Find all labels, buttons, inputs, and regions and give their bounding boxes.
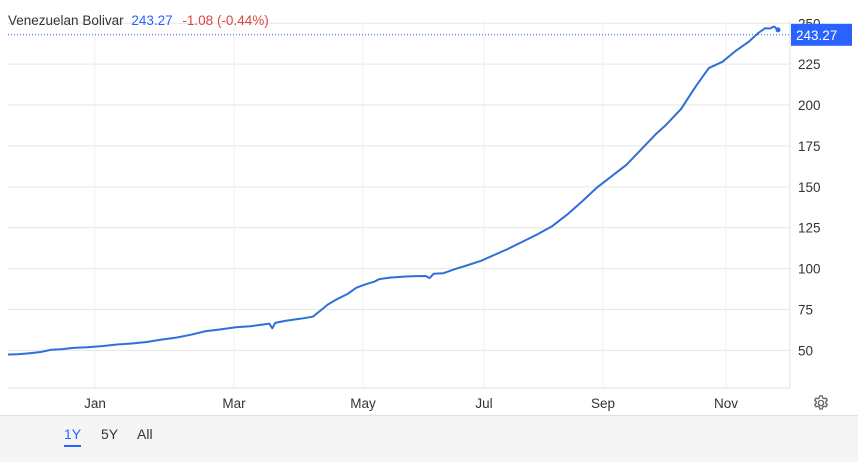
current-price: 243.27 [131,13,173,28]
price-series-line [7,25,779,356]
grid-lines [8,20,790,388]
range-selector: 1Y 5Y All [0,415,858,462]
x-axis: Jan Mar May Jul Sep Nov [84,396,738,411]
last-value-badge-text: 243.27 [796,28,837,43]
x-tick-label: Jan [84,396,106,411]
range-all-button[interactable]: All [137,426,153,442]
y-tick-label: 200 [798,98,821,113]
y-tick-label: 175 [798,139,821,154]
x-tick-label: Mar [222,396,246,411]
chart-header: Venezuelan Bolivar 243.27 -1.08 (-0.44%) [8,13,269,28]
last-value-point [775,27,781,33]
y-tick-label: 225 [798,57,821,72]
y-tick-label: 125 [798,221,821,236]
last-value-badge: 243.27 [791,23,852,46]
y-tick-label: 150 [798,180,821,195]
x-tick-label: Nov [714,396,738,411]
price-change: -1.08 (-0.44%) [182,13,269,28]
y-tick-label: 100 [798,262,821,277]
gear-icon[interactable] [812,394,830,412]
range-1y-button[interactable]: 1Y [64,426,82,447]
last-value-badge-bg [791,23,852,46]
y-tick-label: 75 [798,302,813,317]
range-5y-button[interactable]: 5Y [101,426,119,442]
x-tick-label: Sep [591,396,615,411]
instrument-name: Venezuelan Bolivar [8,13,124,28]
x-tick-label: Jul [475,396,492,411]
x-tick-label: May [350,396,376,411]
y-tick-label: 50 [798,343,813,358]
